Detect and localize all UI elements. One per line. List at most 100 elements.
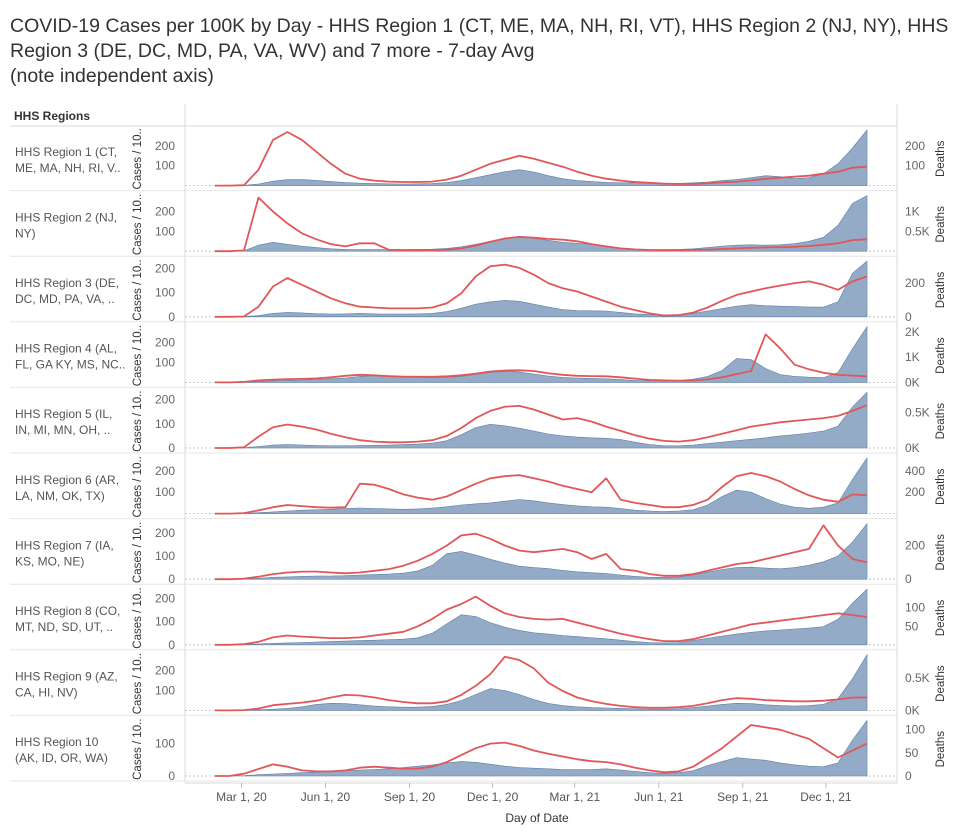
- right-axis-title: Deaths: [935, 731, 947, 768]
- right-axis-title: Deaths: [935, 337, 947, 374]
- left-axis-title: Cases / 10..: [132, 325, 144, 386]
- x-tick-label: Dec 1, 20: [467, 790, 519, 804]
- cases-area: [215, 260, 868, 318]
- deaths-line: [215, 333, 868, 384]
- deaths-line: [215, 263, 868, 318]
- right-tick-label: 0: [905, 310, 912, 324]
- x-tick-label: Mar 1, 21: [549, 790, 600, 804]
- deaths-line: [215, 131, 868, 187]
- left-tick-label: 200: [155, 261, 175, 275]
- left-axis-title: Cases / 10..: [132, 391, 144, 452]
- cases-area: [215, 457, 868, 514]
- x-tick-label: Sep 1, 21: [717, 790, 769, 804]
- cases-area: [215, 653, 868, 711]
- right-tick-label: 50: [905, 619, 919, 633]
- right-tick-label: 200: [905, 539, 925, 553]
- left-tick-label: 100: [155, 549, 175, 563]
- left-tick-label: 100: [155, 684, 175, 698]
- left-axis-title: Cases / 10..: [132, 587, 144, 648]
- cases-area: [215, 325, 868, 383]
- left-tick-label: 100: [155, 286, 175, 300]
- left-tick-label: 200: [155, 393, 175, 407]
- left-tick-label: 100: [155, 485, 175, 499]
- chart-title-line-3: (note independent axis): [10, 65, 214, 87]
- right-axis-title: Deaths: [935, 468, 947, 505]
- region-label: NY): [15, 226, 36, 240]
- right-tick-label: 0.5K: [905, 671, 930, 685]
- deaths-line: [215, 655, 867, 712]
- region-label: HHS Region 2 (NJ,: [15, 210, 117, 224]
- left-tick-label: 200: [155, 464, 175, 478]
- right-axis-title: Deaths: [935, 206, 947, 243]
- region-label: ME, MA, NH, RI, V..: [15, 161, 121, 175]
- row-header: HHS Regions: [14, 109, 91, 123]
- right-tick-label: 0K: [905, 375, 920, 389]
- region-label: IN, MI, MN, OH, ..: [15, 423, 110, 437]
- left-axis-title: Cases / 10..: [132, 719, 144, 780]
- region-label: LA, NM, OK, TX): [15, 489, 105, 503]
- right-axis-title: Deaths: [935, 600, 947, 637]
- right-axis-title: Deaths: [935, 665, 947, 702]
- chart-title-line-2: Region 3 (DE, DC, MD, PA, VA, WV) and 7 …: [10, 40, 535, 62]
- region-label: FL, GA KY, MS, NC..: [15, 358, 125, 372]
- chart-title-line-1: COVID-19 Cases per 100K by Day - HHS Reg…: [10, 15, 949, 37]
- left-axis-title: Cases / 10..: [132, 653, 144, 714]
- deaths-line: [215, 196, 868, 253]
- left-axis-title: Cases / 10..: [132, 456, 144, 517]
- right-tick-label: 100: [905, 723, 925, 737]
- right-tick-label: 200: [905, 139, 925, 153]
- region-label: HHS Region 9 (AZ,: [15, 670, 118, 684]
- right-tick-label: 0.5K: [905, 405, 930, 419]
- left-tick-label: 0: [168, 769, 175, 783]
- left-tick-label: 100: [155, 736, 175, 750]
- left-tick-label: 100: [155, 615, 175, 629]
- right-tick-label: 200: [905, 276, 925, 290]
- deaths-line: [215, 524, 868, 581]
- left-tick-label: 0: [168, 310, 175, 324]
- x-tick-label: Sep 1, 20: [384, 790, 436, 804]
- left-tick-label: 200: [155, 139, 175, 153]
- x-axis-title: Day of Date: [505, 811, 569, 825]
- left-tick-label: 100: [155, 159, 175, 173]
- right-tick-label: 0K: [905, 703, 920, 717]
- left-axis-title: Cases / 10..: [132, 259, 144, 320]
- region-label: (AK, ID, OR, WA): [15, 751, 108, 765]
- left-axis-title: Cases / 10..: [132, 522, 144, 583]
- region-label: KS, MO, NE): [15, 554, 84, 568]
- region-label: HHS Region 10: [15, 735, 99, 749]
- right-tick-label: 1K: [905, 350, 920, 364]
- cases-area: [215, 588, 868, 646]
- right-tick-label: 400: [905, 464, 925, 478]
- left-tick-label: 100: [155, 417, 175, 431]
- right-tick-label: 100: [905, 601, 925, 615]
- region-label: HHS Region 6 (AR,: [15, 473, 119, 487]
- region-label: HHS Region 8 (CO,: [15, 604, 120, 618]
- cases-area: [215, 391, 868, 449]
- region-label: HHS Region 7 (IA,: [15, 538, 114, 552]
- x-tick-label: Jun 1, 20: [301, 790, 351, 804]
- right-axis-title: Deaths: [935, 140, 947, 177]
- left-axis-title: Cases / 10..: [132, 194, 144, 255]
- region-label: HHS Region 4 (AL,: [15, 342, 117, 356]
- right-axis-title: Deaths: [935, 534, 947, 571]
- cases-area: [215, 522, 868, 580]
- region-label: CA, HI, NV): [15, 686, 78, 700]
- left-tick-label: 100: [155, 224, 175, 238]
- deaths-line: [215, 595, 868, 646]
- right-tick-label: 0.5K: [905, 224, 930, 238]
- cases-area: [215, 129, 868, 186]
- left-tick-label: 0: [168, 572, 175, 586]
- right-tick-label: 50: [905, 746, 919, 760]
- left-tick-label: 200: [155, 591, 175, 605]
- right-axis-title: Deaths: [935, 403, 947, 440]
- left-tick-label: 200: [155, 664, 175, 678]
- right-tick-label: 0: [905, 769, 912, 783]
- cases-area: [215, 195, 868, 252]
- x-tick-label: Jun 1, 21: [634, 790, 684, 804]
- right-tick-label: 0: [905, 572, 912, 586]
- left-tick-label: 200: [155, 336, 175, 350]
- region-label: MT, ND, SD, UT, ..: [15, 620, 113, 634]
- left-tick-label: 0: [168, 638, 175, 652]
- right-tick-label: 200: [905, 485, 925, 499]
- left-axis-title: Cases / 10..: [132, 128, 144, 189]
